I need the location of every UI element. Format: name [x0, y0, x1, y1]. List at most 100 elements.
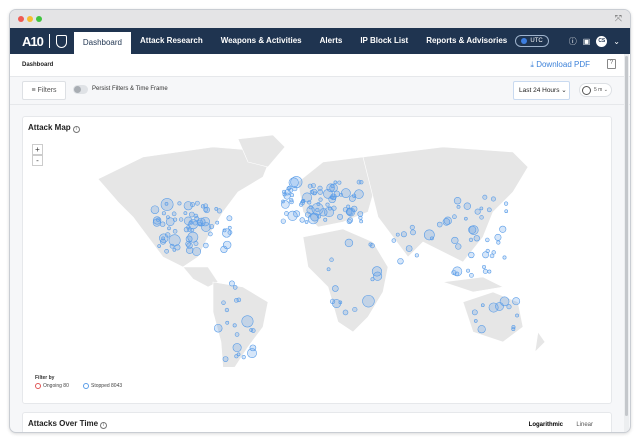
attack-marker[interactable]	[499, 225, 507, 233]
attack-marker[interactable]	[241, 315, 254, 328]
attack-marker[interactable]	[289, 198, 294, 203]
minimize-dot[interactable]	[27, 16, 33, 22]
tab-alerts[interactable]: Alerts	[319, 36, 343, 45]
attack-marker[interactable]	[369, 243, 375, 249]
help-book-icon[interactable]: ?	[607, 59, 616, 69]
attack-marker[interactable]	[512, 297, 521, 306]
attack-marker[interactable]	[326, 267, 331, 272]
attack-marker[interactable]	[183, 201, 193, 211]
attack-marker[interactable]	[333, 190, 341, 197]
attack-marker[interactable]	[307, 183, 313, 189]
attack-marker[interactable]	[165, 217, 175, 227]
attack-marker[interactable]	[506, 304, 512, 310]
attack-marker[interactable]	[317, 189, 323, 195]
attack-marker[interactable]	[222, 356, 229, 362]
avatar[interactable]: CS	[596, 35, 608, 47]
attack-marker[interactable]	[309, 190, 314, 195]
attack-marker[interactable]	[464, 216, 468, 221]
attack-marker[interactable]	[496, 240, 501, 245]
attack-marker[interactable]	[183, 216, 193, 226]
attack-marker[interactable]	[341, 188, 351, 199]
attack-marker[interactable]	[225, 320, 230, 325]
attack-marker[interactable]	[288, 177, 299, 188]
attack-marker[interactable]	[502, 255, 507, 260]
attack-marker[interactable]	[491, 250, 496, 255]
attack-marker[interactable]	[405, 245, 413, 252]
attack-marker[interactable]	[442, 218, 451, 226]
maximize-dot[interactable]	[36, 16, 42, 22]
attack-marker[interactable]	[290, 193, 295, 198]
attack-marker[interactable]	[310, 212, 320, 222]
attack-marker[interactable]	[306, 206, 315, 215]
attack-marker[interactable]	[337, 213, 344, 220]
attack-marker[interactable]	[250, 328, 256, 333]
attack-marker[interactable]	[187, 231, 199, 243]
attack-marker[interactable]	[397, 258, 404, 265]
attack-marker[interactable]	[490, 196, 496, 202]
attack-marker[interactable]	[316, 202, 321, 206]
attack-marker[interactable]	[234, 354, 239, 359]
attack-marker[interactable]	[193, 213, 199, 219]
attack-marker[interactable]	[164, 202, 169, 206]
attack-marker[interactable]	[479, 206, 484, 211]
attack-marker[interactable]	[214, 207, 219, 211]
attack-marker[interactable]	[357, 211, 364, 217]
attack-marker[interactable]	[281, 200, 290, 209]
attack-marker[interactable]	[487, 269, 492, 274]
attack-marker[interactable]	[489, 253, 495, 259]
attack-marker[interactable]	[183, 211, 188, 216]
attack-marker[interactable]	[192, 247, 202, 256]
attack-marker[interactable]	[224, 307, 230, 313]
attack-marker[interactable]	[344, 238, 354, 248]
attack-marker[interactable]	[332, 285, 339, 292]
attack-marker[interactable]	[280, 218, 286, 224]
attack-marker[interactable]	[329, 298, 336, 305]
attack-marker[interactable]	[358, 215, 363, 220]
attack-marker[interactable]	[482, 264, 486, 269]
attack-marker[interactable]	[477, 325, 486, 334]
attack-marker[interactable]	[473, 319, 478, 323]
attack-marker[interactable]	[186, 246, 194, 254]
attack-marker[interactable]	[333, 180, 338, 185]
attack-marker[interactable]	[200, 216, 210, 227]
attack-marker[interactable]	[234, 298, 239, 303]
help-icon[interactable]: ⓘ	[568, 36, 577, 46]
download-pdf-button[interactable]: ⤓ Download PDF	[530, 60, 590, 70]
attack-marker[interactable]	[203, 242, 209, 249]
attack-marker[interactable]	[192, 220, 198, 226]
scrollbar[interactable]	[624, 54, 629, 432]
attack-marker[interactable]	[436, 221, 443, 228]
attack-marker[interactable]	[410, 229, 416, 236]
attack-marker[interactable]	[200, 204, 205, 209]
attack-marker[interactable]	[208, 231, 213, 237]
attack-marker[interactable]	[409, 224, 415, 230]
attack-marker[interactable]	[304, 220, 309, 224]
attack-marker[interactable]	[215, 220, 220, 225]
legend-ongoing[interactable]: Ongoing 80	[35, 383, 69, 389]
attack-marker[interactable]	[456, 204, 461, 209]
feedback-icon[interactable]: ▣	[582, 36, 591, 46]
attack-marker[interactable]	[511, 325, 516, 330]
attack-marker[interactable]	[166, 215, 170, 220]
attack-marker[interactable]	[468, 251, 475, 259]
attack-marker[interactable]	[453, 197, 462, 205]
attack-marker[interactable]	[452, 214, 457, 219]
attack-marker[interactable]	[325, 202, 330, 207]
attack-marker[interactable]	[485, 237, 490, 243]
attack-marker[interactable]	[300, 199, 305, 204]
attack-marker[interactable]	[299, 217, 305, 223]
chevron-down-icon[interactable]: ⌄	[613, 36, 620, 46]
info-icon[interactable]: i	[72, 126, 80, 133]
attack-marker[interactable]	[354, 189, 364, 199]
tab-reports-advisories[interactable]: Reports & Advisories	[426, 36, 508, 45]
attack-marker[interactable]	[326, 183, 335, 192]
attack-marker[interactable]	[423, 229, 435, 241]
attack-marker[interactable]	[178, 217, 184, 222]
attack-marker[interactable]	[292, 186, 298, 192]
attack-marker[interactable]	[232, 323, 237, 328]
attack-marker[interactable]	[331, 195, 336, 201]
attack-marker[interactable]	[288, 188, 294, 193]
attack-marker[interactable]	[466, 268, 471, 273]
attack-marker[interactable]	[167, 226, 171, 231]
attack-marker[interactable]	[159, 221, 166, 227]
